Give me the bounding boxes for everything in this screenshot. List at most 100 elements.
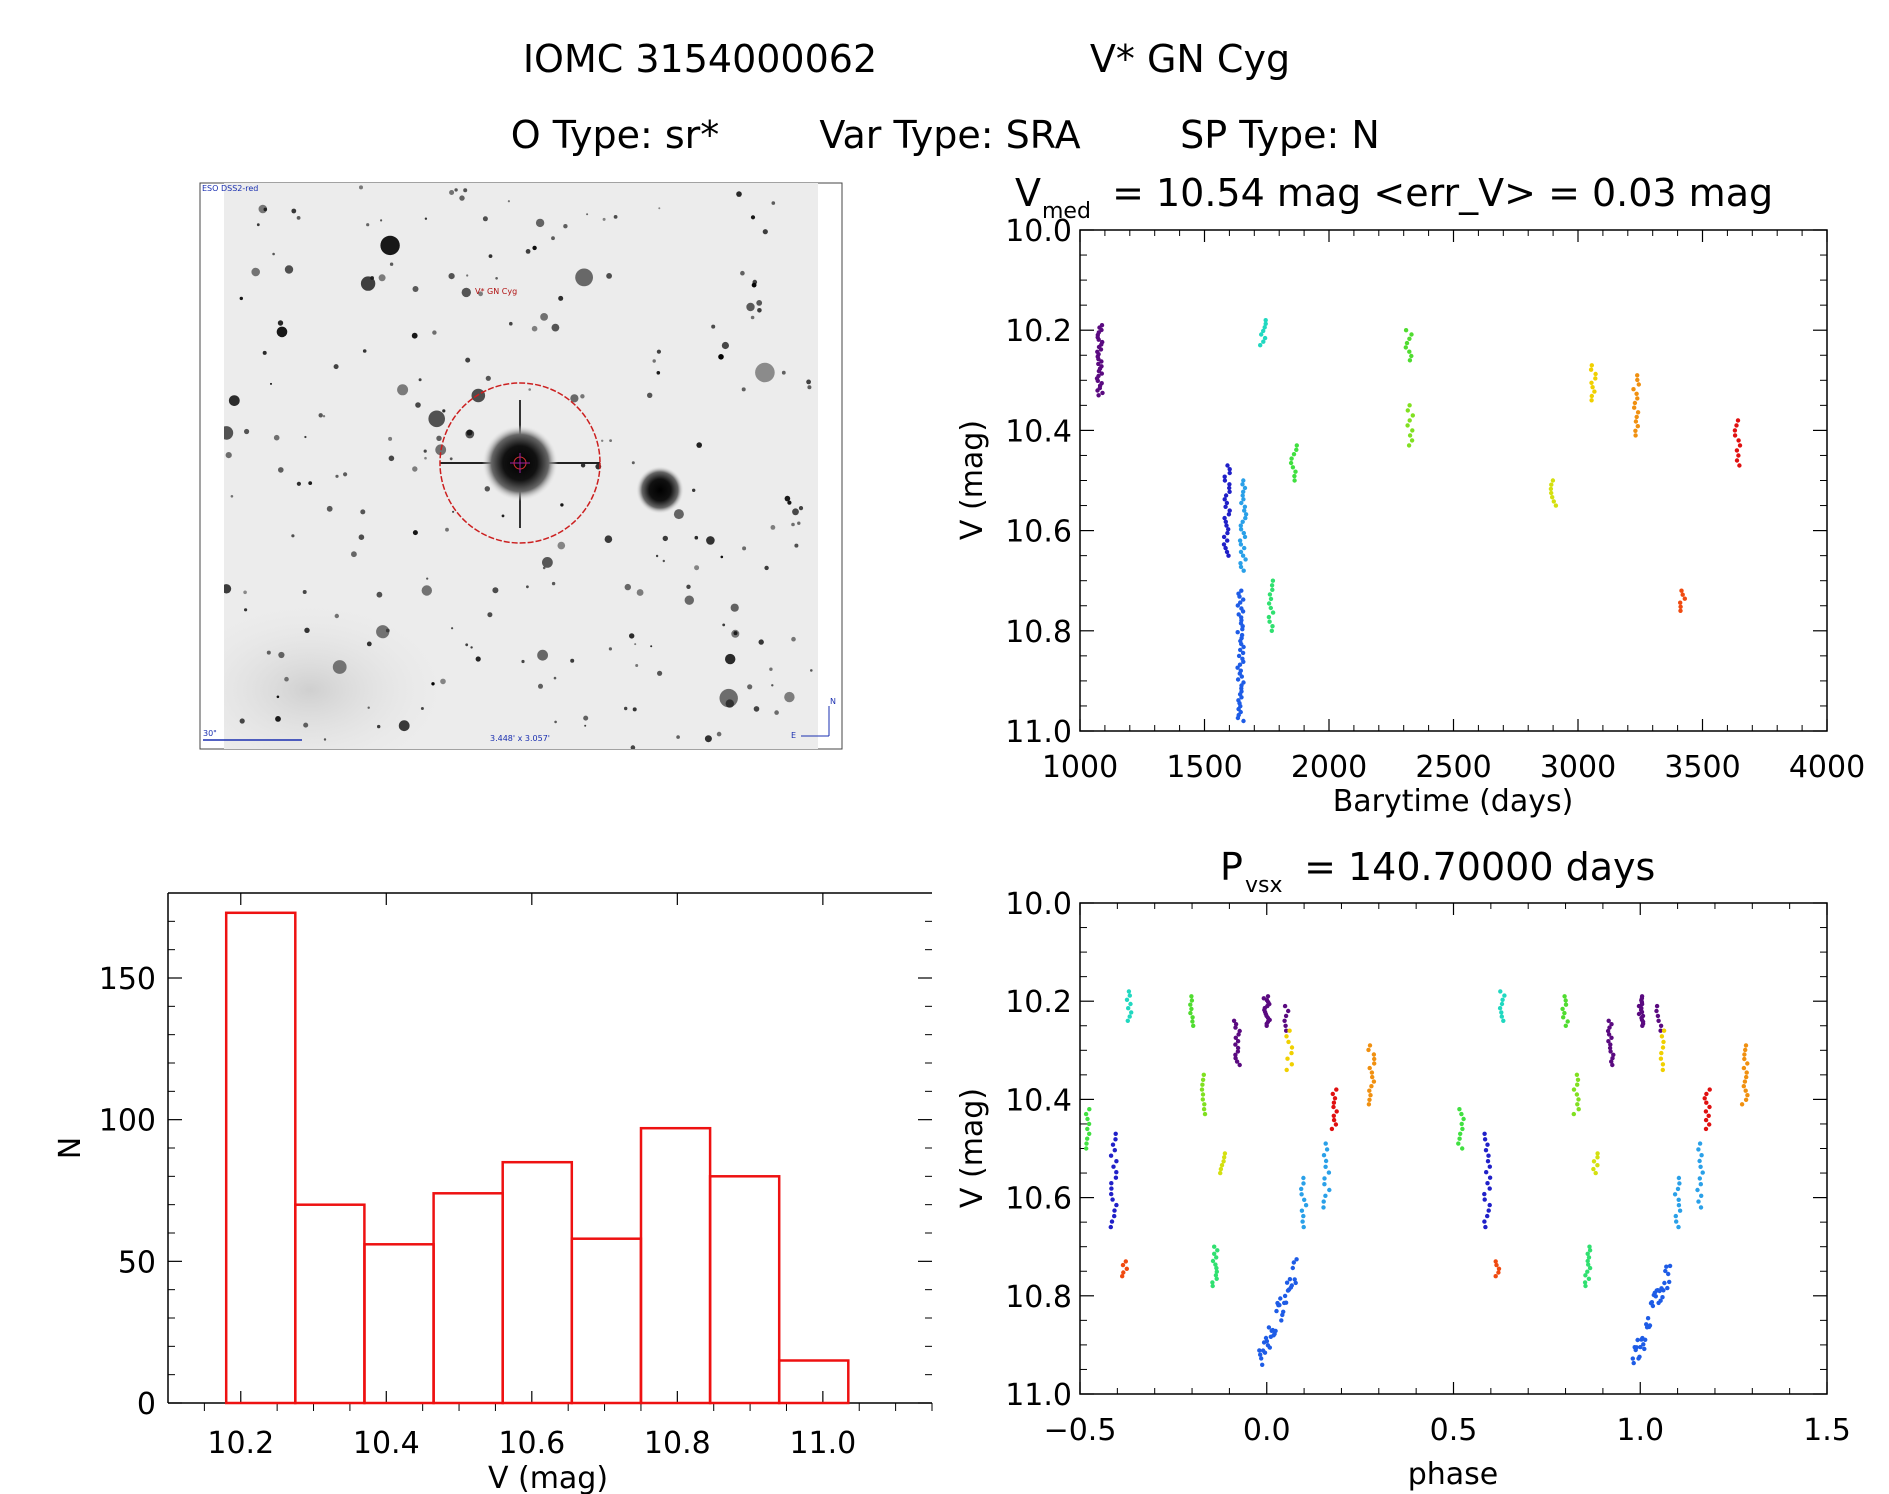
star-name: V* GN Cyg bbox=[1090, 37, 1290, 81]
data-point bbox=[1261, 339, 1266, 344]
y-tick-label: 10.0 bbox=[1005, 887, 1072, 922]
data-point bbox=[1277, 1302, 1282, 1308]
data-point bbox=[1678, 604, 1683, 609]
data-point bbox=[1302, 1197, 1307, 1203]
field-star bbox=[376, 625, 390, 639]
data-point bbox=[1227, 485, 1232, 491]
data-point bbox=[1240, 609, 1246, 614]
data-point bbox=[1582, 1280, 1588, 1285]
field-star bbox=[485, 375, 491, 381]
data-point bbox=[1586, 1255, 1592, 1260]
field-star bbox=[608, 647, 613, 651]
data-point bbox=[1303, 1203, 1309, 1208]
data-point bbox=[1282, 1018, 1287, 1023]
data-point bbox=[1284, 1280, 1290, 1285]
data-point bbox=[1595, 1163, 1600, 1168]
data-point bbox=[1108, 1224, 1114, 1230]
data-point bbox=[1240, 627, 1245, 632]
data-point bbox=[1084, 1146, 1089, 1151]
data-point bbox=[1589, 380, 1594, 385]
data-point bbox=[1190, 1015, 1195, 1020]
data-point bbox=[1321, 1205, 1326, 1210]
field-star bbox=[551, 323, 560, 332]
x-tick-label: 1.5 bbox=[1803, 1413, 1851, 1448]
field-star bbox=[424, 456, 427, 460]
data-point bbox=[1263, 318, 1268, 323]
field-star bbox=[470, 646, 473, 649]
data-point bbox=[1368, 1093, 1373, 1098]
data-point bbox=[1676, 1175, 1682, 1181]
field-star bbox=[757, 308, 762, 313]
data-point bbox=[1200, 1082, 1205, 1087]
field-star bbox=[302, 590, 307, 594]
field-star bbox=[580, 394, 585, 399]
data-point bbox=[1284, 1067, 1289, 1073]
data-point bbox=[1331, 1104, 1336, 1110]
data-point bbox=[1661, 1028, 1667, 1033]
data-point bbox=[1096, 337, 1101, 342]
data-point bbox=[1682, 596, 1688, 601]
data-point bbox=[1290, 1265, 1296, 1271]
field-star bbox=[730, 603, 739, 612]
data-point bbox=[1322, 1182, 1327, 1187]
field-star bbox=[771, 684, 774, 687]
field-star bbox=[792, 508, 799, 516]
data-point bbox=[1241, 478, 1246, 483]
field-star bbox=[291, 208, 297, 214]
data-point bbox=[1583, 1283, 1588, 1289]
data-point bbox=[1410, 413, 1416, 418]
data-point bbox=[1111, 1164, 1116, 1169]
field-star bbox=[243, 590, 247, 595]
field-star bbox=[716, 731, 722, 737]
y-tick-label: 10.8 bbox=[1005, 1280, 1072, 1315]
data-point bbox=[1665, 1285, 1670, 1291]
histogram-y-tick-labels: 0 50 100 150 bbox=[99, 962, 156, 1422]
data-point bbox=[1407, 403, 1412, 408]
field-star bbox=[239, 718, 245, 724]
data-point bbox=[1457, 1107, 1462, 1112]
field-star bbox=[263, 207, 268, 212]
data-point bbox=[1240, 493, 1245, 498]
x-tick-label: 0.0 bbox=[1243, 1413, 1291, 1448]
data-point bbox=[1633, 419, 1639, 424]
field-star bbox=[806, 379, 811, 385]
data-point bbox=[1493, 1274, 1498, 1279]
data-point bbox=[1242, 504, 1248, 509]
data-point bbox=[1650, 1303, 1656, 1309]
data-point bbox=[1301, 1213, 1306, 1219]
data-point bbox=[1635, 373, 1640, 378]
data-point bbox=[1289, 1283, 1295, 1288]
data-point bbox=[1259, 1356, 1264, 1361]
field-star bbox=[461, 287, 471, 298]
data-point bbox=[1226, 512, 1232, 517]
field-star bbox=[415, 402, 421, 408]
histogram-bar bbox=[432, 1192, 504, 1405]
data-point bbox=[1087, 1107, 1092, 1112]
field-star bbox=[244, 428, 250, 435]
data-point bbox=[1095, 388, 1100, 393]
data-point bbox=[1496, 1270, 1501, 1275]
data-point bbox=[1635, 377, 1640, 383]
data-point bbox=[1487, 1202, 1492, 1208]
data-point bbox=[1120, 1262, 1126, 1268]
field-star bbox=[575, 268, 593, 287]
data-point bbox=[1735, 418, 1741, 423]
data-point bbox=[1266, 614, 1272, 620]
field-star bbox=[459, 195, 465, 201]
data-point bbox=[1563, 1023, 1569, 1028]
data-point bbox=[1703, 1109, 1709, 1114]
field-star bbox=[380, 235, 400, 256]
field-star bbox=[740, 270, 745, 276]
data-point bbox=[1215, 1248, 1220, 1253]
data-point bbox=[1737, 443, 1743, 448]
data-point bbox=[1334, 1109, 1339, 1114]
field-star bbox=[583, 715, 589, 721]
phase-curve-title-prefix: P bbox=[1220, 845, 1243, 889]
field-star bbox=[358, 534, 365, 540]
data-point bbox=[1239, 588, 1244, 593]
data-point bbox=[1267, 1345, 1273, 1350]
field-star bbox=[694, 565, 700, 571]
data-point bbox=[1743, 1088, 1748, 1093]
y-tick-label: 100 bbox=[99, 1104, 156, 1139]
histogram-bar bbox=[639, 1126, 712, 1405]
